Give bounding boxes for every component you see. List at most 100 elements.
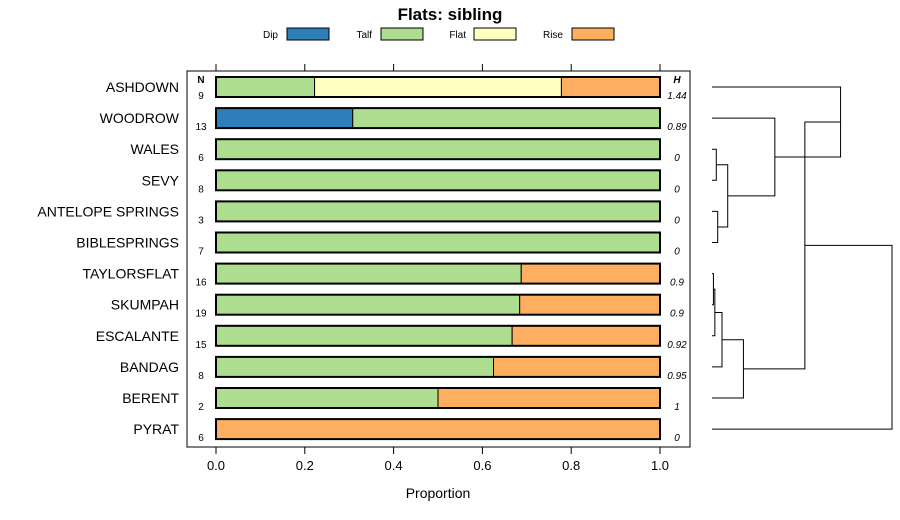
n-value: 19: [195, 309, 207, 320]
h-value: 0.9: [670, 309, 684, 320]
n-value: 3: [198, 215, 204, 226]
category-label: BERENT: [122, 390, 179, 406]
bar-segment-talf: [352, 107, 661, 129]
bar-outline: [215, 262, 661, 285]
bar-segment-rise: [493, 356, 661, 378]
bar-outline: [215, 231, 661, 254]
x-axis-label: Proportion: [406, 485, 471, 501]
category-label: PYRAT: [133, 421, 179, 437]
dendrogram-branch: [712, 244, 893, 430]
dendrogram-branch: [712, 117, 776, 197]
dendrogram-branch: [712, 339, 744, 399]
n-value: 15: [195, 340, 207, 351]
n-value: 9: [198, 91, 204, 102]
bar-outline: [215, 138, 661, 161]
n-value: 6: [198, 433, 204, 444]
bar-segment-rise: [519, 294, 661, 316]
legend-label-dip: Dip: [263, 30, 278, 41]
h-value: 0: [674, 184, 680, 195]
x-axis: 0.0 0.2 0.4 0.6 0.8 1.0: [207, 64, 669, 473]
n-header: N: [197, 75, 204, 86]
n-value: 13: [195, 122, 207, 133]
bar-segment-rise: [437, 387, 661, 409]
category-label: TAYLORSFLAT: [83, 266, 180, 282]
category-label: ANTELOPE SPRINGS: [37, 203, 179, 219]
dendrogram-branch: [712, 210, 719, 243]
x-tick-label: 0.4: [385, 458, 403, 473]
bar-segment-rise: [215, 418, 661, 440]
bar-outline: [215, 418, 661, 441]
category-label: WALES: [131, 141, 180, 157]
category-label: ASHDOWN: [106, 79, 179, 95]
category-label: SKUMPAH: [111, 297, 179, 313]
n-value: 16: [195, 278, 207, 289]
bar-segment-rise: [560, 76, 661, 98]
bar-segment-talf: [215, 138, 661, 160]
bar-segment-talf: [215, 387, 439, 409]
bar-segment-rise: [520, 263, 661, 285]
n-value: 8: [198, 371, 204, 382]
bar-segment-talf: [215, 200, 661, 222]
plot-frame: [186, 70, 691, 448]
bar-segment-talf: [215, 232, 661, 253]
legend-label-rise: Rise: [543, 30, 563, 41]
bar-outline: [215, 169, 661, 192]
bars: [215, 76, 661, 441]
bar-segment-talf: [215, 325, 513, 347]
h-header: H: [673, 75, 681, 86]
bar-outline: [215, 76, 661, 98]
legend-label-flat: Flat: [449, 30, 466, 41]
category-label: BANDAG: [120, 359, 179, 375]
bar-segment-talf: [215, 263, 522, 285]
x-tick-label: 1.0: [651, 458, 669, 473]
legend-swatch-rise: [571, 27, 615, 41]
dendrogram-branch: [712, 148, 717, 181]
h-value: 0: [674, 433, 680, 444]
category-label: WOODROW: [100, 110, 180, 126]
n-value: 7: [198, 247, 204, 258]
dendrogram-branch: [712, 311, 723, 368]
chart-title: Flats: sibling: [398, 5, 503, 24]
legend: Dip Talf Flat Rise: [263, 27, 615, 41]
category-label: SEVY: [142, 172, 180, 188]
bar-segment-rise: [511, 325, 661, 347]
dendrogram-branch: [712, 288, 716, 337]
legend-swatch-flat: [473, 27, 517, 41]
h-value: 0.9: [670, 278, 684, 289]
h-value: 1.44: [667, 91, 687, 102]
h-value: 0: [674, 215, 680, 226]
h-value: 0: [674, 247, 680, 258]
dendrogram: [712, 86, 893, 430]
legend-label-talf: Talf: [356, 30, 372, 41]
dendrogram-branch: [743, 121, 841, 370]
h-value: 0.89: [667, 122, 687, 133]
legend-swatch-dip: [286, 27, 330, 41]
bar-outline: [215, 355, 661, 378]
h-value: 0.92: [667, 340, 687, 351]
x-tick-label: 0.6: [473, 458, 491, 473]
x-tick-label: 0.2: [296, 458, 314, 473]
x-tick-label: 0.8: [562, 458, 580, 473]
n-value: 2: [198, 402, 204, 413]
category-label: BIBLESPRINGS: [76, 235, 179, 251]
bar-outline: [215, 293, 661, 316]
bar-outline: [215, 200, 661, 223]
legend-swatch-talf: [380, 27, 424, 41]
h-value: 0: [674, 153, 680, 164]
dendrogram-branch: [712, 273, 714, 306]
n-value: 8: [198, 184, 204, 195]
h-value: 1: [674, 402, 680, 413]
bar-segment-talf: [215, 169, 661, 191]
bar-outline: [215, 107, 661, 130]
dendrogram-branch: [716, 164, 729, 228]
bar-segment-talf: [215, 356, 494, 378]
x-tick-label: 0.0: [207, 458, 225, 473]
bar-segment-talf: [215, 294, 521, 316]
bar-outline: [215, 324, 661, 347]
category-label: ESCALANTE: [96, 328, 179, 344]
bar-segment-flat: [314, 76, 562, 98]
n-value: 6: [198, 153, 204, 164]
bar-segment-dip: [215, 107, 354, 129]
